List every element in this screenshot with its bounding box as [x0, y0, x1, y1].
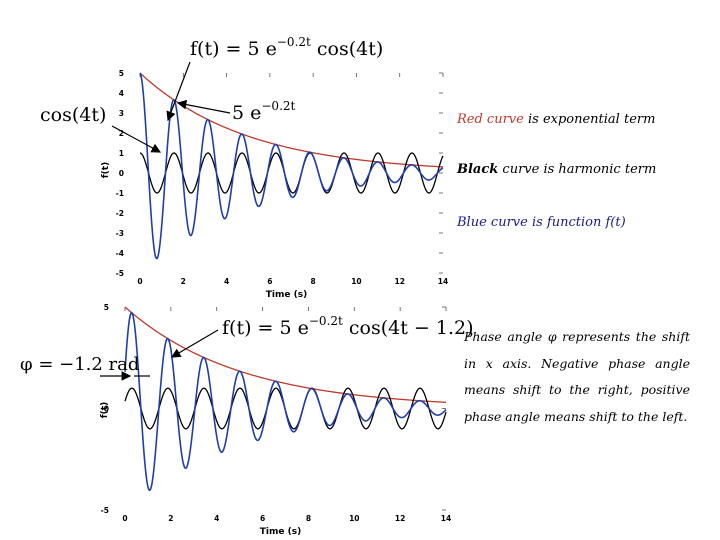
- x-tick-label: 8: [311, 277, 316, 286]
- x-tick-label: 12: [395, 514, 405, 523]
- function-curve: [124, 311, 447, 492]
- note-blue-curve: Blue curve is function f(t): [457, 215, 626, 230]
- y-tick-label: -5: [101, 506, 109, 515]
- y-tick-label: 5: [104, 303, 109, 312]
- y-tick-label: 1: [119, 149, 124, 158]
- x-tick-label: 8: [306, 514, 311, 523]
- note-black-curve: Black curve is harmonic term: [457, 162, 657, 177]
- x-tick-label: 10: [349, 514, 359, 523]
- x-tick-label: 6: [267, 277, 272, 286]
- x-tick-label: 10: [351, 277, 361, 286]
- top-harmonic-label: cos(4t): [40, 104, 106, 126]
- note-red-curve: Red curve is exponential term: [457, 112, 656, 127]
- y-tick-label: 2: [119, 129, 124, 138]
- x-axis-label: Time (s): [266, 290, 307, 300]
- x-tick-label: 0: [137, 277, 142, 286]
- y-tick-label: -3: [116, 229, 124, 238]
- exponential-curve: [124, 306, 447, 403]
- x-axis-label: Time (s): [260, 527, 301, 537]
- top-full-equation: f(t) = 5 e−0.2t cos(4t): [190, 35, 383, 60]
- y-tick-label: -5: [116, 269, 124, 278]
- bottom-annotations: f(t) = 5 e−0.2t cos(4t − 1.2) φ = −1.2 r…: [20, 314, 473, 381]
- y-tick-label: -2: [116, 209, 124, 218]
- x-tick-label: 12: [394, 277, 404, 286]
- top-exponential-label: 5 e−0.2t: [232, 99, 296, 124]
- x-tick-label: 14: [441, 514, 451, 523]
- x-tick-label: 0: [122, 514, 127, 523]
- x-tick-label: 2: [181, 277, 186, 286]
- phase-angle-note: Phase angle φ represents the shift in x …: [464, 329, 690, 424]
- top-full-equation-arrow: [166, 61, 191, 122]
- x-tick-label: 6: [260, 514, 265, 523]
- y-tick-label: 4: [119, 89, 124, 98]
- x-tick-label: 4: [214, 514, 219, 523]
- x-tick-label: 2: [168, 514, 173, 523]
- y-axis-label: f(t): [101, 162, 111, 178]
- y-tick-label: 3: [119, 109, 124, 118]
- chart-bottom: 0 2 4 6 8 10 12 14 -5 0 5 Time (s) f(t): [100, 303, 451, 537]
- top-harmonic-arrow: [111, 125, 162, 153]
- y-tick-label: -1: [116, 189, 124, 198]
- harmonic-curve: [139, 152, 444, 194]
- bottom-phase-label: φ = −1.2 rad: [20, 354, 139, 375]
- y-axis-label: f(t): [100, 402, 110, 418]
- bottom-full-equation-arrow: [170, 329, 219, 358]
- x-tick-label: 4: [224, 277, 229, 286]
- exponential-curve: [139, 72, 444, 168]
- x-tick-label: 14: [438, 277, 448, 286]
- y-tick-label: 0: [104, 405, 109, 414]
- bottom-full-equation: f(t) = 5 e−0.2t cos(4t − 1.2): [222, 314, 473, 339]
- y-tick-label: 0: [119, 169, 124, 178]
- top-exponential-arrow: [176, 99, 231, 114]
- function-curve: [139, 72, 444, 260]
- y-tick-label: 5: [119, 69, 124, 78]
- y-tick-label: -4: [116, 249, 124, 258]
